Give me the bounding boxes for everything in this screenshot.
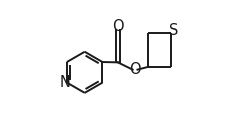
Text: S: S <box>169 23 178 38</box>
Text: O: O <box>112 19 124 34</box>
Text: O: O <box>129 62 141 77</box>
Text: N: N <box>60 75 71 90</box>
